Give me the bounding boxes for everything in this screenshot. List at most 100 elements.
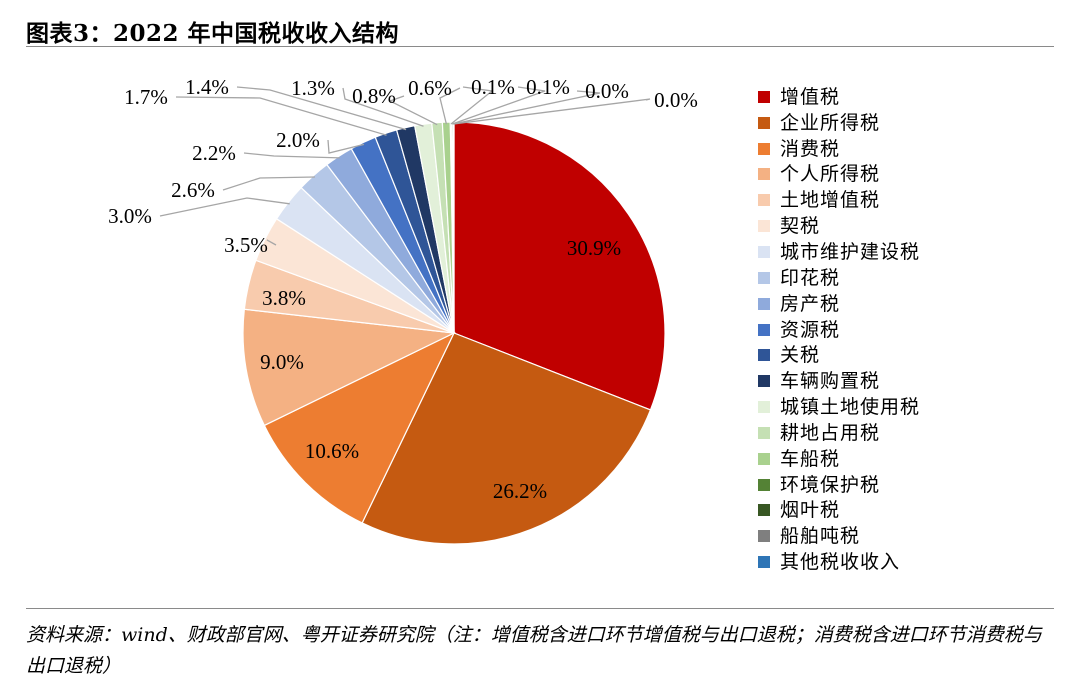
pie-slice-2 bbox=[361, 332, 652, 545]
legend-swatch bbox=[758, 375, 770, 388]
legend-item: 其他税收收入 bbox=[758, 549, 920, 575]
legend-item: 企业所得税 bbox=[758, 110, 920, 136]
pie-slice-1 bbox=[453, 121, 666, 411]
legend-item: 船舶吨税 bbox=[758, 523, 920, 549]
legend-item: 车船税 bbox=[758, 446, 920, 472]
legend-label: 耕地占用税 bbox=[780, 421, 881, 444]
legend-label: 消费税 bbox=[780, 137, 841, 160]
legend-label: 资源税 bbox=[780, 318, 841, 341]
data-label-2: 26.2% bbox=[493, 479, 547, 503]
legend-label: 关税 bbox=[780, 344, 821, 367]
legend-label: 烟叶税 bbox=[780, 499, 841, 522]
pie-slice-4 bbox=[242, 308, 457, 427]
data-label-9: 2.2% bbox=[192, 141, 236, 165]
chart-title: 图表3：2022 年中国税收收入结构 bbox=[26, 20, 400, 47]
legend-swatch bbox=[758, 116, 770, 129]
chart-legend: 增值税企业所得税消费税个人所得税土地增值税契税 城市维护建设税 印花税房产税资源税关… bbox=[758, 84, 920, 575]
data-label-10: 2.0% bbox=[276, 128, 320, 152]
data-label-6: 3.5% bbox=[224, 233, 268, 257]
legend-label: 车船税 bbox=[780, 447, 841, 470]
data-label-16: 0.1% bbox=[471, 75, 515, 99]
legend-label: 增值税 bbox=[780, 85, 841, 108]
data-label-15: 0.6% bbox=[408, 76, 452, 100]
data-label-7: 3.0% bbox=[108, 204, 152, 228]
legend-label: 印花税 bbox=[780, 266, 841, 289]
legend-swatch bbox=[758, 478, 770, 491]
data-label-18: 0.0% bbox=[585, 79, 629, 103]
legend-swatch bbox=[758, 297, 770, 310]
legend-item: 车辆购置税 bbox=[758, 368, 920, 394]
legend-swatch bbox=[758, 90, 770, 103]
legend-label: 土地增值税 bbox=[780, 189, 881, 212]
leader-line-18 bbox=[453, 90, 601, 125]
legend-label: 城市维护建设税 bbox=[780, 240, 921, 263]
leader-line-14 bbox=[388, 95, 438, 126]
leader-line-12 bbox=[236, 86, 407, 131]
legend-item: 土地增值税 bbox=[758, 187, 920, 213]
legend-swatch bbox=[758, 220, 770, 233]
data-label-5: 3.8% bbox=[262, 286, 306, 310]
legend-swatch bbox=[758, 504, 770, 517]
legend-swatch bbox=[758, 245, 770, 258]
leader-line-9 bbox=[243, 152, 340, 159]
legend-swatch bbox=[758, 556, 770, 569]
legend-item: 房产税 bbox=[758, 291, 920, 317]
leader-line-13 bbox=[342, 87, 424, 127]
legend-swatch bbox=[758, 323, 770, 336]
data-label-11: 1.7% bbox=[124, 85, 168, 109]
data-label-1: 30.9% bbox=[567, 236, 621, 260]
legend-label: 其他税收收入 bbox=[780, 551, 901, 574]
pie-chart: 30.9% 26.2% 10.6% 9.0% 3.8% 3.5% 3.0% 2.6% 2.2% 2… bbox=[108, 75, 698, 545]
legend-swatch bbox=[758, 168, 770, 181]
leader-line-10 bbox=[327, 139, 365, 154]
legend-swatch bbox=[758, 452, 770, 465]
legend-item: 城市维护建设税 bbox=[758, 239, 920, 265]
source-note: 资料来源：wind、财政部官网、粤开证券研究院（注：增值税含进口环节增值税与出口… bbox=[26, 624, 1042, 677]
data-label-14: 0.8% bbox=[352, 84, 396, 108]
legend-item: 印花税 bbox=[758, 265, 920, 291]
legend-item: 资源税 bbox=[758, 317, 920, 343]
legend-item: 个人所得税 bbox=[758, 162, 920, 188]
data-label-4: 9.0% bbox=[260, 350, 304, 374]
leader-line-17 bbox=[452, 86, 546, 125]
legend-swatch bbox=[758, 271, 770, 284]
legend-item: 消费税 bbox=[758, 136, 920, 162]
legend-swatch bbox=[758, 349, 770, 362]
legend-label: 个人所得税 bbox=[780, 163, 881, 186]
legend-swatch bbox=[758, 401, 770, 414]
data-label-8: 2.6% bbox=[171, 178, 215, 202]
legend-item: 烟叶税 bbox=[758, 498, 920, 524]
leader-line-19 bbox=[453, 98, 651, 125]
title-divider bbox=[26, 46, 1054, 47]
leader-line-6 bbox=[266, 239, 277, 246]
legend-swatch bbox=[758, 194, 770, 207]
legend-item: 关税 bbox=[758, 342, 920, 368]
legend-label: 契税 bbox=[780, 215, 821, 238]
legend-swatch bbox=[758, 530, 770, 543]
pie-slice-19 bbox=[452, 121, 455, 334]
data-label-3: 10.6% bbox=[305, 439, 359, 463]
data-label-19: 0.0% bbox=[654, 88, 698, 112]
legend-swatch bbox=[758, 426, 770, 439]
legend-label: 船舶吨税 bbox=[780, 525, 861, 548]
leader-line-7 bbox=[159, 197, 290, 217]
legend-label: 车辆购置税 bbox=[780, 370, 881, 393]
legend-item: 环境保护税 bbox=[758, 472, 920, 498]
data-label-12: 1.4% bbox=[185, 75, 229, 99]
legend-label: 城镇土地使用税 bbox=[780, 396, 921, 419]
legend-item: 契税 bbox=[758, 213, 920, 239]
legend-swatch bbox=[758, 142, 770, 155]
data-label-13: 1.3% bbox=[291, 76, 335, 100]
legend-item: 城镇土地使用税 bbox=[758, 394, 920, 420]
legend-label: 房产税 bbox=[780, 292, 841, 315]
legend-label: 企业所得税 bbox=[780, 111, 881, 134]
legend-item: 耕地占用税 bbox=[758, 420, 920, 446]
legend-label: 环境保护税 bbox=[780, 473, 881, 496]
source-divider bbox=[26, 608, 1054, 609]
leader-line-16 bbox=[450, 86, 494, 125]
leader-line-11 bbox=[175, 96, 387, 136]
legend-item: 增值税 bbox=[758, 84, 920, 110]
leader-line-15 bbox=[439, 87, 461, 125]
data-label-17: 0.1% bbox=[526, 75, 570, 99]
leader-line-8 bbox=[222, 176, 315, 191]
